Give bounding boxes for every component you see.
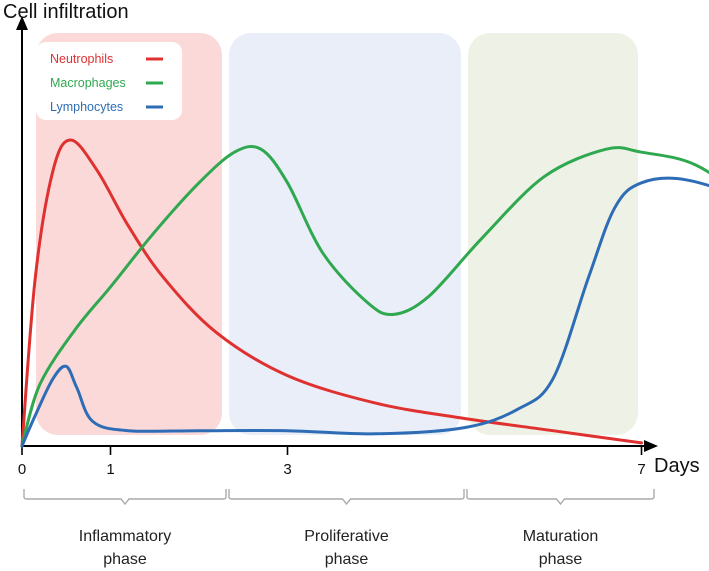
x-axis-arrow	[644, 440, 658, 452]
y-axis-arrow	[16, 16, 28, 30]
axes: Cell infiltration Days	[3, 1, 700, 477]
phase-label-3-line-2: phase	[539, 551, 583, 568]
series-line-lymphocytes	[20, 176, 709, 448]
phase-label-1-line-2: phase	[103, 551, 147, 568]
legend: Neutrophils Macrophages Lymphocytes	[36, 42, 182, 120]
phase-bands	[36, 33, 638, 435]
x-tick-label-7: 7	[637, 461, 645, 478]
series-lines	[20, 138, 709, 448]
x-axis-title: Days	[654, 455, 700, 477]
x-tick-label-0: 0	[18, 461, 26, 478]
legend-label-macrophages: Macrophages	[50, 76, 126, 90]
phase-brackets: Inflammatory phase Proliferative phase Matur…	[23, 489, 655, 568]
series-line-neutrophils	[20, 138, 643, 448]
series-line-macrophages	[20, 144, 709, 448]
phase-label-2-line-1: Proliferative	[304, 528, 389, 545]
phase-bracket-1	[23, 489, 227, 506]
phase-bracket-2	[228, 489, 465, 506]
legend-box	[36, 42, 182, 120]
x-ticks: 0 1 3 7	[18, 446, 646, 478]
x-tick-label-3: 3	[283, 461, 291, 478]
legend-label-neutrophils: Neutrophils	[50, 52, 113, 66]
phase-label-3-line-1: Maturation	[523, 528, 599, 545]
phase-label-2-line-2: phase	[325, 551, 369, 568]
phase-band-3	[468, 33, 638, 435]
y-axis-title: Cell infiltration	[3, 1, 129, 23]
x-tick-label-1: 1	[106, 461, 114, 478]
phase-bracket-3	[466, 489, 655, 506]
phase-label-1-line-1: Inflammatory	[79, 528, 171, 545]
phase-band-2	[229, 33, 461, 435]
phase-band-1	[36, 33, 222, 435]
legend-label-lymphocytes: Lymphocytes	[50, 100, 123, 114]
